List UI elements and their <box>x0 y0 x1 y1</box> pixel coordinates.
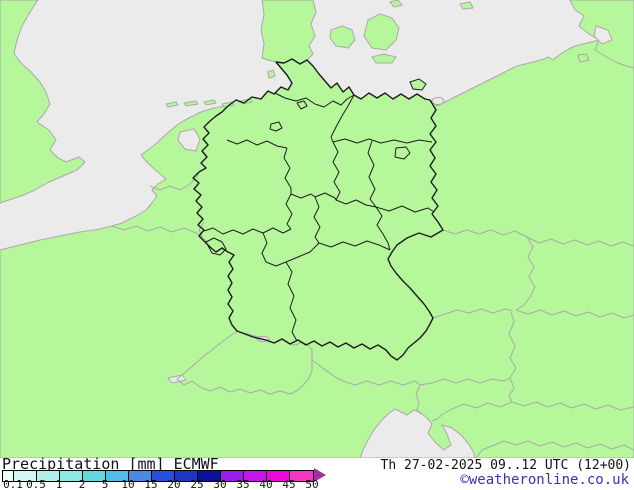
colorbar-segment <box>290 471 313 481</box>
colorbar-tick-label: 10 <box>121 478 135 490</box>
zealand-island <box>363 13 400 51</box>
colorbar-segment <box>244 471 267 481</box>
colorbar-tick-label: 45 <box>282 478 296 490</box>
funen-island <box>329 25 356 49</box>
colorbar-tick-label: 25 <box>190 478 204 490</box>
szczecin-lagoon <box>431 97 445 105</box>
colorbar-tick-label: 40 <box>259 478 273 490</box>
precipitation-colorbar <box>2 470 314 482</box>
colorbar-segment <box>152 471 175 481</box>
swedish-bay <box>593 25 613 45</box>
weather-map <box>0 0 634 458</box>
product-label: Precipitation <box>2 455 120 473</box>
colorbar-segment <box>37 471 60 481</box>
colorbar-tick-labels: 0.1 0.5 1 2 5 10 15 20 25 30 35 40 45 50 <box>0 479 360 490</box>
colorbar-tick-label: 2 <box>78 478 86 490</box>
colorbar-tick-label: 20 <box>167 478 181 490</box>
continent-landmass <box>0 0 634 458</box>
colorbar-segment <box>175 471 198 481</box>
small-island <box>389 0 403 8</box>
unit-label: [mm] <box>128 455 165 473</box>
great-britain <box>0 0 86 204</box>
colorbar-segment <box>129 471 152 481</box>
small-island <box>459 1 474 10</box>
map-area <box>0 0 634 458</box>
colorbar-tick-label: 1 <box>55 478 63 490</box>
colorbar-segment <box>14 471 37 481</box>
country-borders <box>111 172 634 458</box>
colorbar-segment <box>106 471 129 481</box>
colorbar-segment <box>60 471 83 481</box>
scale-overflow-arrow-icon <box>314 468 326 482</box>
colorbar-tick-label: 50 <box>305 478 319 490</box>
colorbar-tick-label: 35 <box>236 478 250 490</box>
colorbar-tick-label: 15 <box>144 478 158 490</box>
colorbar-segment <box>221 471 244 481</box>
colorbar-tick-label: 5 <box>101 478 109 490</box>
bornholm-island <box>577 53 590 63</box>
colorbar-segment <box>83 471 106 481</box>
adriatic-sea <box>359 408 476 458</box>
copyright-credit: ©weatheronline.co.uk <box>460 472 629 488</box>
colorbar-segment <box>267 471 290 481</box>
colorbar-segment <box>3 471 14 481</box>
colorbar-segment <box>198 471 221 481</box>
colorbar-tick-label: 0.5 <box>26 478 46 490</box>
legend-bar: Precipitation [mm] ECMWF Th 27-02-2025 09… <box>0 455 634 490</box>
ijsselmeer-lake <box>177 128 201 152</box>
colorbar-tick-label: 0.1 <box>3 478 23 490</box>
germany-border <box>192 58 444 361</box>
colorbar-tick-label: 30 <box>213 478 227 490</box>
ruegen-island <box>409 78 427 91</box>
forecast-datetime: Th 27-02-2025 09..12 UTC (12+00) <box>380 458 631 473</box>
model-label: ECMWF <box>173 455 219 473</box>
germany-state-borders <box>203 92 435 342</box>
lolland-island <box>371 53 397 64</box>
legend-title: Precipitation [mm] ECMWF <box>2 455 219 473</box>
